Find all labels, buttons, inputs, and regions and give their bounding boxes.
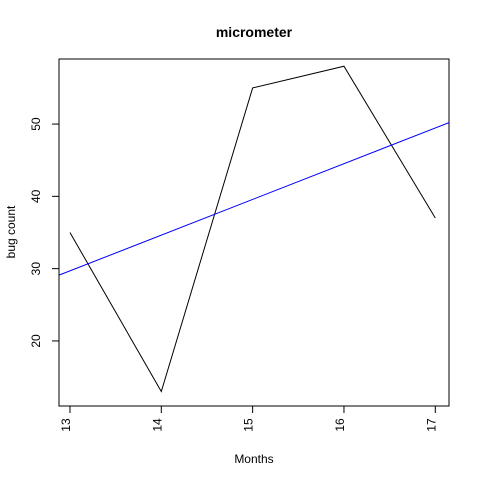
chart-title: micrometer bbox=[216, 24, 293, 40]
y-tick-label-40: 40 bbox=[29, 189, 43, 203]
trend-line-0 bbox=[58, 122, 450, 276]
x-tick-label-13: 13 bbox=[59, 418, 73, 432]
x-axis-label: Months bbox=[234, 452, 273, 466]
x-tick-label-17: 17 bbox=[424, 418, 438, 432]
y-tick-label-20: 20 bbox=[29, 334, 43, 348]
x-tick-label-16: 16 bbox=[333, 418, 347, 432]
y-tick-label-30: 30 bbox=[29, 262, 43, 276]
plot-layer: 13 14 15 16 17 20 30 40 50 bbox=[29, 58, 450, 432]
y-axis-label: bug count bbox=[4, 205, 18, 258]
x-tick-label-14: 14 bbox=[150, 418, 164, 432]
y-tick-label-50: 50 bbox=[29, 117, 43, 131]
x-tick-label-15: 15 bbox=[242, 418, 256, 432]
series-line-0 bbox=[69, 65, 436, 393]
